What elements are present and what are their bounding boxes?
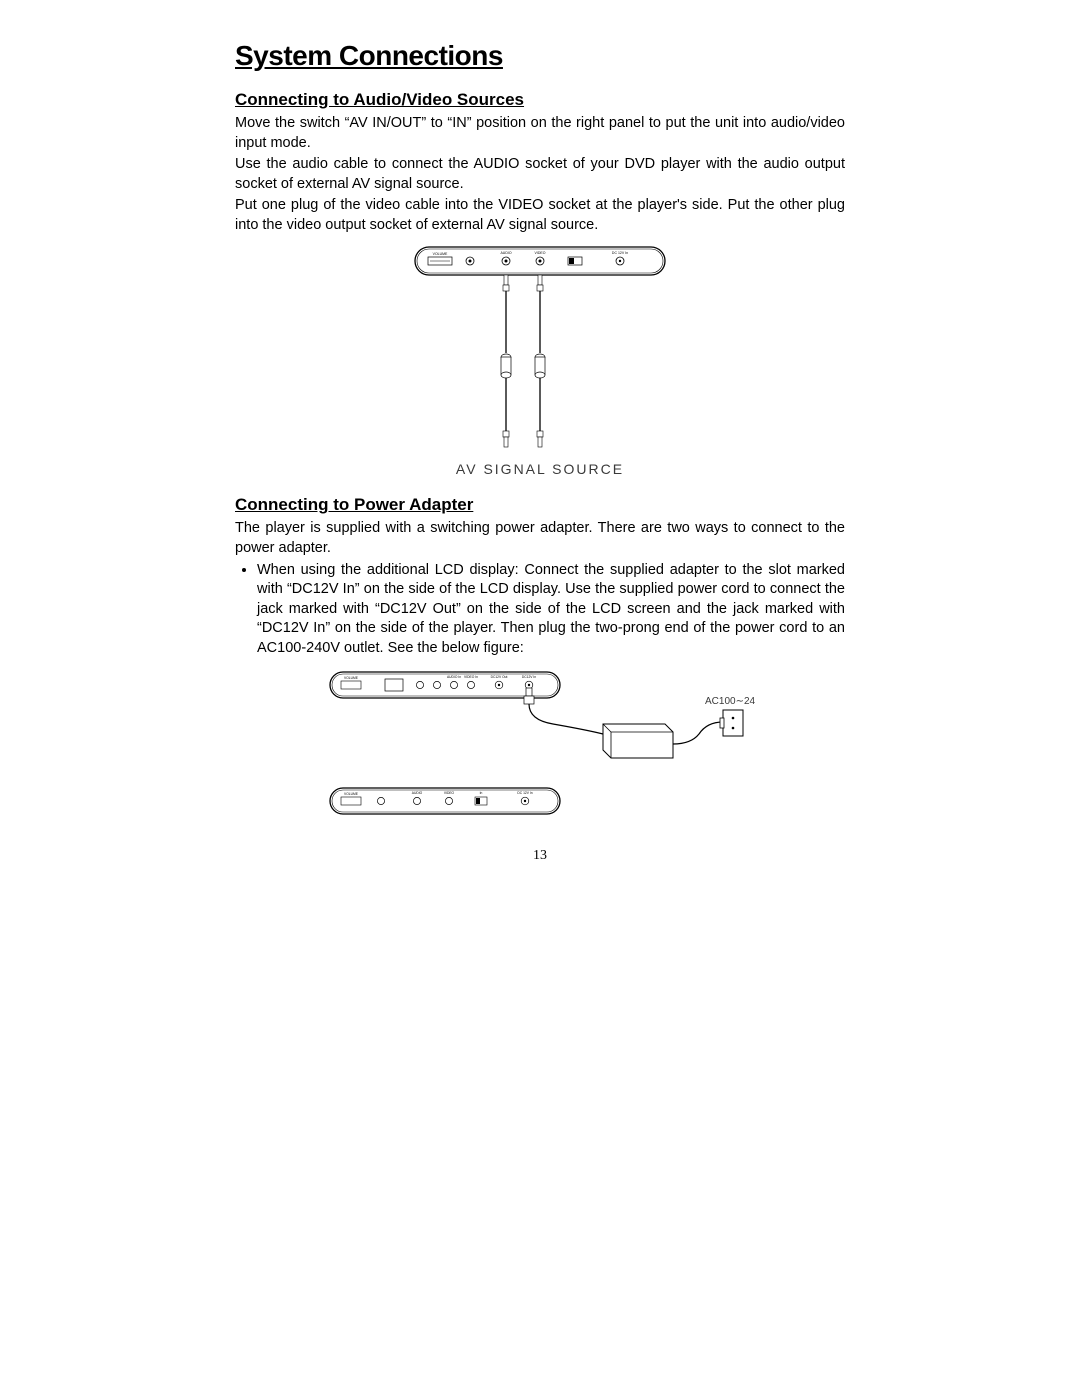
svg-text:DC 12V In: DC 12V In xyxy=(612,251,628,255)
svg-text:In: In xyxy=(480,791,483,795)
svg-text:DC12V In: DC12V In xyxy=(522,675,536,679)
figure-power-connection: VOLUME AUDIO In VIDEO In DC12V Out DC12V… xyxy=(235,668,845,828)
svg-text:AUDIO: AUDIO xyxy=(500,251,511,255)
svg-text:VOLUME: VOLUME xyxy=(433,252,448,256)
svg-text:VOLUME: VOLUME xyxy=(344,792,359,796)
paragraph: Use the audio cable to connect the AUDIO… xyxy=(235,155,845,194)
paragraph: Put one plug of the video cable into the… xyxy=(235,196,845,235)
page-title: System Connections xyxy=(235,40,845,72)
figure-av-connection: VOLUME AUDIO VIDEO DC 12V In xyxy=(235,245,845,477)
svg-text:VIDEO: VIDEO xyxy=(444,791,455,795)
power-diagram-svg: VOLUME AUDIO In VIDEO In DC12V Out DC12V… xyxy=(325,668,755,828)
svg-text:DC12V Out: DC12V Out xyxy=(491,675,508,679)
av-diagram-svg: VOLUME AUDIO VIDEO DC 12V In xyxy=(410,245,670,455)
figure-caption: AV SIGNAL SOURCE xyxy=(456,461,624,477)
page-number: 13 xyxy=(235,848,845,864)
svg-text:AUDIO: AUDIO xyxy=(412,791,423,795)
svg-text:AUDIO In: AUDIO In xyxy=(447,675,461,679)
svg-text:DC 12V In: DC 12V In xyxy=(517,791,532,795)
ac-label: AC100∼240V xyxy=(705,696,755,707)
paragraph: Move the switch “AV IN/OUT” to “IN” posi… xyxy=(235,114,845,153)
section-heading-av: Connecting to Audio/Video Sources xyxy=(235,90,845,110)
section-heading-power: Connecting to Power Adapter xyxy=(235,495,845,515)
paragraph: The player is supplied with a switching … xyxy=(235,519,845,558)
svg-text:VIDEO In: VIDEO In xyxy=(464,675,478,679)
bullet-list: When using the additional LCD display: C… xyxy=(235,561,845,659)
svg-text:VOLUME: VOLUME xyxy=(344,676,359,680)
document-page: System Connections Connecting to Audio/V… xyxy=(0,0,1080,904)
svg-text:VIDEO: VIDEO xyxy=(535,251,546,255)
bullet-item: When using the additional LCD display: C… xyxy=(257,561,845,659)
